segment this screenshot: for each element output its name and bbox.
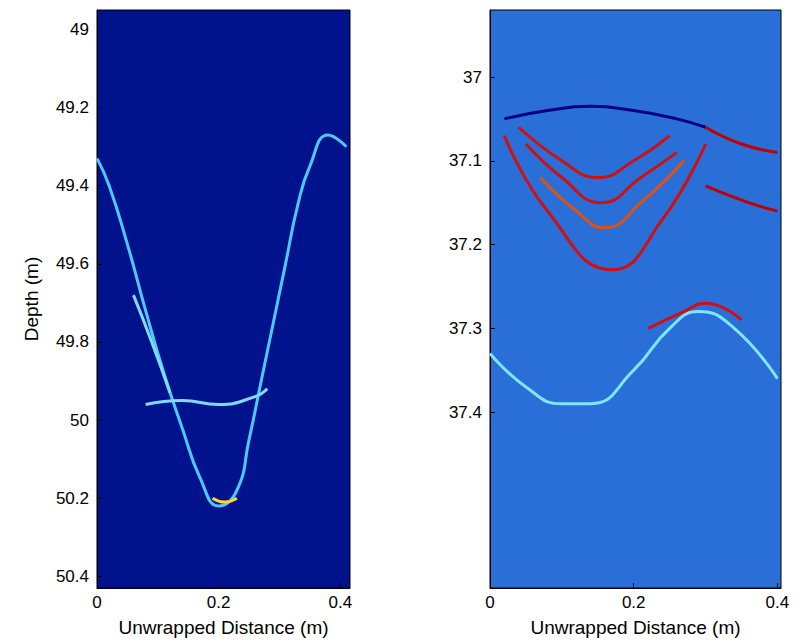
svg-text:0.2: 0.2 [207,593,231,612]
svg-text:0.2: 0.2 [622,593,646,612]
svg-text:0: 0 [92,593,101,612]
svg-text:49.2: 49.2 [56,98,89,117]
svg-text:49.6: 49.6 [56,254,89,273]
svg-text:Depth (m): Depth (m) [21,257,42,341]
svg-text:0.4: 0.4 [328,593,352,612]
svg-text:50: 50 [70,411,89,430]
svg-text:Unwrapped Distance (m): Unwrapped Distance (m) [118,617,328,638]
svg-text:50.4: 50.4 [56,567,89,586]
svg-text:50.2: 50.2 [56,489,89,508]
svg-text:49.4: 49.4 [56,176,89,195]
svg-text:49: 49 [70,20,89,39]
svg-text:0.4: 0.4 [766,593,790,612]
svg-text:37.4: 37.4 [449,403,482,422]
svg-text:37.3: 37.3 [449,319,482,338]
svg-text:0: 0 [485,593,494,612]
svg-text:49.8: 49.8 [56,332,89,351]
svg-text:37.1: 37.1 [449,151,482,170]
svg-text:37: 37 [463,68,482,87]
svg-text:37.2: 37.2 [449,235,482,254]
svg-text:Unwrapped Distance (m): Unwrapped Distance (m) [530,617,740,638]
